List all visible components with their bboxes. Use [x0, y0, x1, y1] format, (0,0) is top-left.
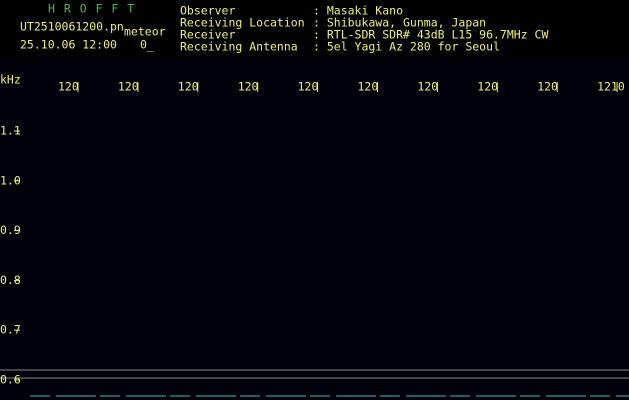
x-label: 120 — [118, 80, 139, 94]
x-label: 120 — [358, 80, 379, 94]
file-name: UT2510061200.pn — [20, 20, 124, 34]
info-value: : RTL-SDR SDR# 43dB L15 96.7MHz CW — [313, 28, 548, 42]
y-label: 0.8 — [0, 273, 21, 287]
info-label: Observer — [180, 4, 235, 18]
count: 0_ — [140, 38, 154, 52]
datetime: 25.10.06 12:00 — [20, 38, 117, 52]
info-label: Receiving Antenna — [180, 40, 298, 54]
info-value: : 5el Yagi Az 280 for Seoul — [313, 40, 500, 54]
info-label: Receiver — [180, 28, 235, 42]
x-label: 120 — [477, 80, 498, 94]
y-label: 1.0 — [0, 173, 21, 187]
app-name: H R O F F T — [48, 2, 135, 16]
axis-unit: kHz — [0, 73, 21, 87]
x-label: 1210 — [597, 80, 625, 94]
mode: meteor — [124, 25, 166, 39]
x-label: 120 — [537, 80, 558, 94]
info-value: : Masaki Kano — [313, 4, 403, 18]
y-label: 1.1 — [0, 124, 21, 138]
y-label: 0.9 — [0, 223, 21, 237]
x-label: 120 — [417, 80, 438, 94]
info-value: : Shibukawa, Gunma, Japan — [313, 16, 486, 30]
x-label: 120 — [298, 80, 319, 94]
info-label: Receiving Location — [180, 16, 305, 30]
x-label: 120 — [238, 80, 259, 94]
x-label: 120 — [58, 80, 79, 94]
spectrogram — [0, 60, 629, 400]
x-label: 120 — [178, 80, 199, 94]
y-label: 0.6 — [0, 373, 21, 387]
y-label: 0.7 — [0, 323, 21, 337]
